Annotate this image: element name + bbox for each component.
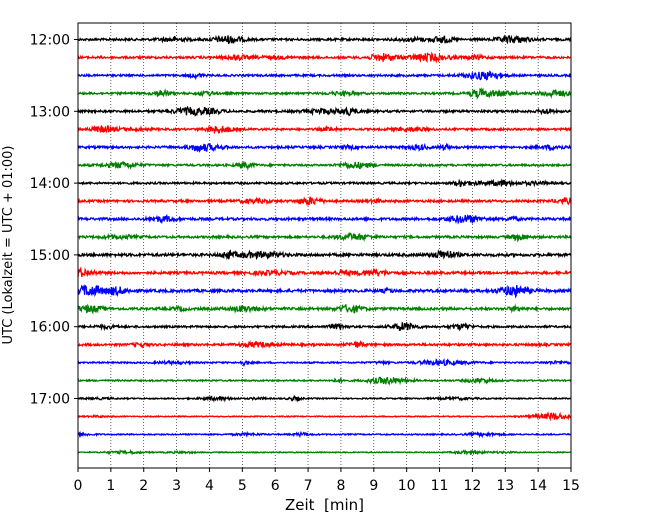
grid-lines xyxy=(110,23,539,468)
x-tick-label: 9 xyxy=(369,478,378,494)
trace-1345 xyxy=(77,160,572,171)
y-tick-label: 17:00 xyxy=(30,392,70,408)
trace-1730 xyxy=(77,430,572,439)
seismic-traces xyxy=(77,34,572,456)
x-tick-label: 12 xyxy=(463,478,481,494)
trace-1615 xyxy=(77,339,572,350)
y-axis-label: UTC (Lokalzeit = UTC + 01:00) xyxy=(1,146,16,345)
plot-frame xyxy=(77,22,572,469)
trace-1545 xyxy=(77,303,572,315)
x-tick-label: 0 xyxy=(74,478,83,494)
x-axis-ticks: 0 1 2 3 4 5 6 7 8 9 10 11 12 13 14 15 xyxy=(74,468,580,494)
y-axis-ticks: 12:00 13:00 14:00 15:00 16:00 17:00 xyxy=(30,33,78,408)
y-tick-label: 14:00 xyxy=(30,176,70,192)
x-tick-label: 8 xyxy=(336,478,345,494)
x-tick-label: 11 xyxy=(431,478,449,494)
trace-1630 xyxy=(77,358,572,367)
trace-1530 xyxy=(77,284,572,299)
x-tick-label: 13 xyxy=(496,478,514,494)
trace-1330 xyxy=(77,142,572,153)
x-axis-label: Zeit [min] xyxy=(285,496,364,514)
x-tick-label: 3 xyxy=(172,478,181,494)
x-tick-label: 6 xyxy=(271,478,280,494)
x-tick-label: 15 xyxy=(562,478,580,494)
trace-1600 xyxy=(77,321,572,332)
trace-1745 xyxy=(77,448,572,456)
trace-1645 xyxy=(77,376,572,386)
x-tick-label: 4 xyxy=(205,478,214,494)
trace-1415 xyxy=(77,196,572,207)
trace-1245 xyxy=(77,87,572,100)
trace-1300 xyxy=(77,105,572,117)
trace-1215 xyxy=(77,51,572,64)
trace-1715 xyxy=(77,411,572,422)
x-tick-label: 1 xyxy=(106,478,115,494)
y-tick-label: 15:00 xyxy=(30,248,70,264)
x-tick-label: 2 xyxy=(139,478,148,494)
trace-1315 xyxy=(77,124,572,135)
trace-1400 xyxy=(77,178,572,188)
y-tick-label: 12:00 xyxy=(30,33,70,49)
x-tick-label: 10 xyxy=(398,478,416,494)
x-tick-label: 7 xyxy=(304,478,313,494)
y-tick-label: 16:00 xyxy=(30,320,70,336)
trace-1430 xyxy=(77,213,572,225)
trace-1230 xyxy=(77,70,572,81)
trace-1515 xyxy=(77,266,572,278)
trace-1445 xyxy=(77,231,572,243)
x-tick-label: 14 xyxy=(529,478,547,494)
trace-1700 xyxy=(77,394,572,403)
trace-1200 xyxy=(77,34,572,45)
trace-1500 xyxy=(77,249,572,260)
y-tick-label: 13:00 xyxy=(30,104,70,120)
x-tick-label: 5 xyxy=(238,478,247,494)
